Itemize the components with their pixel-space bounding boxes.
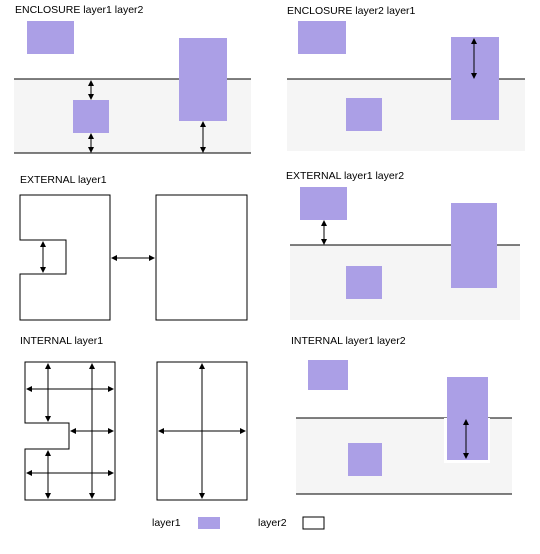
panel-title: INTERNAL layer1 layer2 <box>291 335 406 347</box>
layer1-shape <box>451 203 497 288</box>
layer1-shape <box>300 187 347 220</box>
layer1-shape <box>73 100 109 133</box>
layer1-shape <box>27 21 74 54</box>
legend-swatch-layer2 <box>302 516 325 530</box>
panel-title: INTERNAL layer1 <box>20 335 104 347</box>
panel-internal-l1 <box>24 361 248 501</box>
panel-title: ENCLOSURE layer1 layer2 <box>15 4 144 16</box>
layer1-shape <box>346 266 382 299</box>
panel-title: ENCLOSURE layer2 layer1 <box>287 5 416 17</box>
panel-enclosure-l2-l1 <box>287 21 525 151</box>
layer1-shape <box>346 98 382 131</box>
panel-title: EXTERNAL layer1 <box>20 174 107 186</box>
layer2-shape <box>155 194 248 321</box>
layer1-shape <box>298 21 346 54</box>
layer1-shape <box>451 37 499 120</box>
layer1-shape <box>179 38 227 121</box>
panel-external-l1 <box>19 194 248 321</box>
panel-external-l1-l2 <box>290 187 520 320</box>
legend-swatch-layer1 <box>198 517 220 529</box>
layer1-shape <box>447 377 488 460</box>
layer2-notched-shape <box>19 194 111 321</box>
legend-label-layer1: layer1 <box>152 517 181 529</box>
legend <box>198 516 325 530</box>
legend-label-layer2: layer2 <box>258 517 287 529</box>
layer1-shape <box>348 443 382 476</box>
layer1-shape <box>308 360 348 390</box>
panel-enclosure-l1-l2 <box>14 21 251 154</box>
panel-internal-l1-l2 <box>296 360 512 495</box>
panel-title: EXTERNAL layer1 layer2 <box>286 170 405 182</box>
